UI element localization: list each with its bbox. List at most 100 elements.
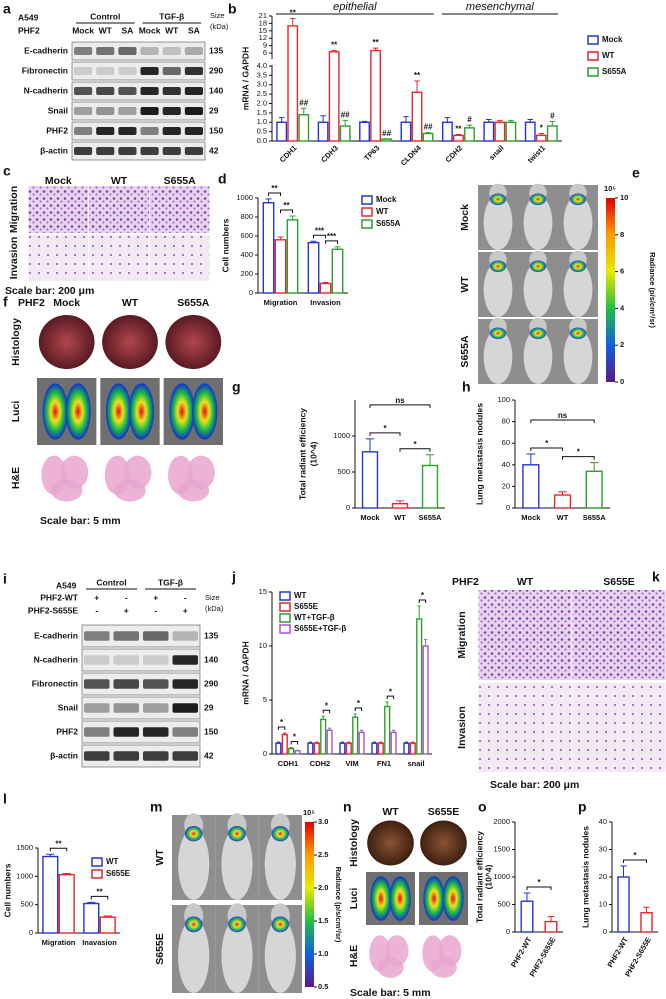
column-label: S655A: [177, 297, 210, 309]
error-bar: [466, 124, 473, 128]
panel-letter: m: [150, 799, 162, 815]
size-label: 42: [204, 750, 214, 760]
condition-sign: -: [125, 592, 128, 602]
significance-bracket: [418, 599, 427, 604]
error-bar: [526, 453, 536, 465]
size-header: (kDa): [210, 22, 229, 31]
bar: [319, 282, 332, 294]
significance-bracket: [90, 895, 109, 900]
x-tick-label: S655A: [583, 513, 607, 522]
bar: [520, 900, 534, 933]
y-tick-label: 400: [240, 250, 253, 259]
bar: [416, 618, 423, 755]
luminescence: [490, 193, 506, 206]
error-bar: [455, 133, 462, 136]
blot-band: [113, 679, 139, 689]
condition-sign: +: [94, 592, 99, 602]
y-tick-label: 1000: [333, 431, 350, 440]
significance-label: *: [413, 440, 417, 449]
size-label: 290: [209, 65, 223, 75]
protein-row: E-cadherin: [34, 630, 78, 640]
bar: [287, 25, 299, 142]
blot-band: [184, 87, 203, 95]
significance-label: ***: [327, 232, 337, 241]
colorbar-tick-label: 0: [620, 377, 624, 386]
bar: [371, 742, 378, 755]
condition-label: PHF2-WT: [40, 592, 79, 602]
protein-row: Snail: [48, 105, 68, 115]
bar: [522, 464, 540, 509]
x-tick-label: Mock: [521, 513, 541, 522]
error-bar: [308, 741, 312, 744]
colorbar-label: Radiance (p/s/cm²/sr): [648, 252, 657, 328]
blot-band: [162, 67, 181, 75]
x-tick-label: Mock: [360, 513, 380, 522]
error-bar: [353, 713, 357, 718]
micrograph: [478, 590, 572, 680]
x-tick-label: PHF2-WT: [509, 935, 534, 969]
y-tick-label: 1.5: [257, 108, 267, 117]
mouse-body: [483, 195, 513, 250]
significance: **: [455, 125, 462, 134]
y-tick-label: 12: [259, 33, 267, 42]
luminescence: [185, 916, 203, 933]
size-label: 140: [209, 85, 223, 95]
blot-band: [172, 655, 198, 665]
error-bar: [527, 118, 533, 123]
group-label: mesenchymal: [466, 1, 534, 13]
y-tick-label: 9: [263, 41, 267, 50]
luci-signal: [105, 383, 132, 440]
error-bar: [342, 119, 348, 126]
y-tick-label: 3.5: [257, 70, 267, 79]
bar: [352, 716, 359, 755]
error-bar: [379, 741, 383, 744]
bar: [288, 747, 295, 755]
y-tick-label: 80: [502, 417, 510, 426]
significance-label: **: [55, 839, 62, 848]
bar: [307, 742, 314, 755]
size-header: (kDa): [205, 604, 224, 613]
row-label: Luci: [348, 888, 360, 910]
panel-letter: h: [462, 379, 471, 395]
protein-label: PHF2: [452, 576, 479, 588]
blot-band: [162, 147, 181, 155]
y-axis-label: Lung metastasis nodules: [474, 403, 484, 505]
bar: [403, 742, 410, 755]
lung: [367, 820, 414, 866]
axis-break: [268, 59, 562, 65]
blot-band: [140, 107, 159, 115]
blot-strip: [71, 41, 206, 61]
blot-band: [96, 147, 115, 155]
colorbar-tick-label: 2: [620, 340, 624, 349]
legend-label: S655E+TGF-β: [294, 624, 346, 633]
protein-row: β-actin: [50, 750, 78, 760]
legend-swatch: [361, 195, 373, 205]
x-tick-label: snail: [487, 143, 505, 161]
panel-letter: b: [228, 1, 237, 17]
error-bar: [620, 865, 627, 877]
lung: [165, 315, 222, 369]
protein-label: PHF2: [18, 297, 45, 309]
micrograph: [478, 683, 572, 772]
blot-band: [143, 727, 169, 737]
mouse-body: [523, 195, 553, 250]
blot-band: [118, 147, 137, 155]
column-label: WT: [111, 175, 128, 187]
error-bar: [347, 741, 351, 744]
luminescence: [570, 327, 586, 340]
significance-bracket: [526, 886, 552, 890]
error-bar: [372, 47, 379, 51]
significance: #: [467, 115, 472, 124]
error-bar: [395, 500, 405, 504]
he-section: [50, 479, 83, 502]
x-tick-label: CDH2: [310, 759, 330, 768]
lung: [38, 315, 95, 369]
legend-swatch: [279, 591, 291, 601]
error-bar: [278, 117, 285, 123]
bar: [390, 731, 397, 755]
luci-signal: [128, 383, 155, 440]
size-label: 150: [209, 125, 223, 135]
error-bar: [46, 853, 55, 857]
significance-label: *: [357, 699, 361, 708]
error-bar: [289, 215, 296, 220]
